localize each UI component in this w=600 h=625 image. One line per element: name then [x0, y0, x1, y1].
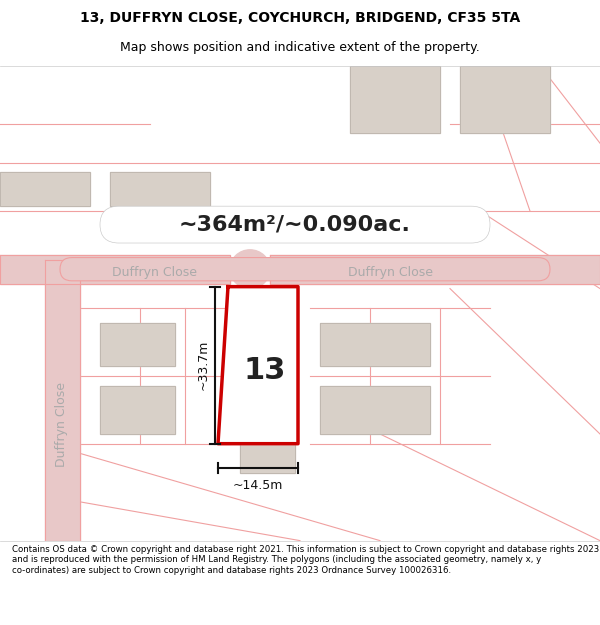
Text: Contains OS data © Crown copyright and database right 2021. This information is : Contains OS data © Crown copyright and d…	[12, 545, 599, 574]
Text: ~14.5m: ~14.5m	[233, 479, 283, 492]
Polygon shape	[460, 66, 550, 134]
Text: ~33.7m: ~33.7m	[197, 340, 209, 391]
Polygon shape	[240, 444, 295, 472]
Text: Map shows position and indicative extent of the property.: Map shows position and indicative extent…	[120, 41, 480, 54]
Polygon shape	[218, 287, 298, 444]
Polygon shape	[100, 386, 175, 434]
Polygon shape	[320, 386, 430, 434]
Text: 13: 13	[244, 356, 286, 386]
Text: Duffryn Close: Duffryn Close	[113, 266, 197, 279]
Polygon shape	[110, 173, 210, 206]
Polygon shape	[100, 322, 175, 366]
Polygon shape	[0, 173, 90, 206]
Text: 13, DUFFRYN CLOSE, COYCHURCH, BRIDGEND, CF35 5TA: 13, DUFFRYN CLOSE, COYCHURCH, BRIDGEND, …	[80, 11, 520, 26]
Polygon shape	[350, 66, 440, 134]
FancyBboxPatch shape	[60, 258, 550, 281]
Circle shape	[230, 250, 270, 289]
FancyBboxPatch shape	[100, 206, 490, 243]
Text: Duffryn Close: Duffryn Close	[56, 382, 68, 467]
Text: Duffryn Close: Duffryn Close	[347, 266, 433, 279]
Polygon shape	[45, 259, 80, 541]
Polygon shape	[0, 254, 230, 284]
Polygon shape	[270, 254, 600, 284]
Text: ~364m²/~0.090ac.: ~364m²/~0.090ac.	[179, 214, 411, 234]
Polygon shape	[320, 322, 430, 366]
